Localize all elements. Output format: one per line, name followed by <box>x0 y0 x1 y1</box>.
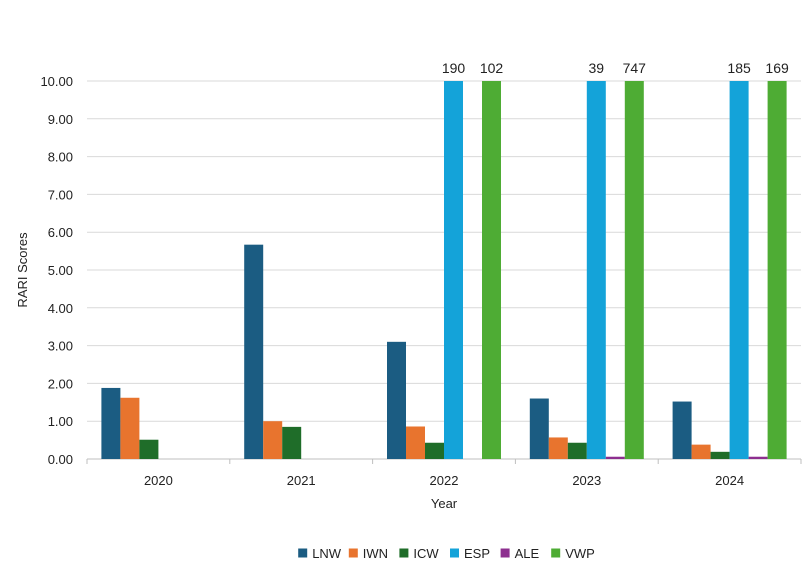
y-tick-label: 7.00 <box>48 187 73 202</box>
bar-iwn-2021 <box>263 421 283 459</box>
bar-ale-2024 <box>748 456 768 459</box>
y-tick-label: 5.00 <box>48 263 73 278</box>
legend-item-esp: ESP <box>450 546 490 561</box>
legend-label: VWP <box>565 546 595 561</box>
bar-lnw-2023 <box>529 398 549 459</box>
bar-lnw-2022 <box>387 341 406 459</box>
y-tick-label: 4.00 <box>48 301 73 316</box>
bar-esp-2024 <box>729 81 749 459</box>
bar-ale-2023 <box>605 456 625 459</box>
data-label-vwp-2024: 169 <box>765 60 789 76</box>
bar-lnw-2021 <box>244 244 264 459</box>
data-label-esp-2023: 39 <box>589 60 605 76</box>
legend-swatch <box>551 548 561 558</box>
bar-vwp-2022 <box>482 81 501 459</box>
legend-item-ale: ALE <box>500 546 540 561</box>
legend-label: IWN <box>363 546 388 561</box>
y-axis-title: RARI Scores <box>15 232 30 308</box>
data-labels: 190 102 39 747 185 169 <box>442 60 789 76</box>
y-tick-label: 9.00 <box>48 112 73 127</box>
x-tick-label: 2020 <box>144 473 173 488</box>
data-label-esp-2024: 185 <box>727 60 751 76</box>
y-tick-label: 8.00 <box>48 150 73 165</box>
bar-iwn-2022 <box>406 426 425 459</box>
y-tick-label: 6.00 <box>48 225 73 240</box>
legend-label: ICW <box>413 546 439 561</box>
data-label-esp-2022: 190 <box>442 60 466 76</box>
bar-icw-2023 <box>567 442 587 459</box>
x-tick-label: 2022 <box>430 473 459 488</box>
y-tick-label: 1.00 <box>48 414 73 429</box>
x-tick-label: 2024 <box>715 473 744 488</box>
bar-vwp-2023 <box>624 81 644 459</box>
y-tick-label: 2.00 <box>48 376 73 391</box>
y-tick-label: 0.00 <box>48 452 73 467</box>
bar-lnw-2020 <box>101 387 121 459</box>
legend-swatch <box>298 548 308 558</box>
bars <box>101 81 787 459</box>
bar-icw-2021 <box>282 426 302 459</box>
x-axis-title: Year <box>431 496 458 511</box>
legend-swatch <box>500 548 510 558</box>
bar-esp-2023 <box>586 81 606 459</box>
legend-item-vwp: VWP <box>551 546 595 561</box>
bar-lnw-2024 <box>672 401 692 459</box>
x-tick-label: 2021 <box>287 473 316 488</box>
y-tick-label: 10.00 <box>40 74 73 89</box>
legend-item-icw: ICW <box>399 546 439 561</box>
y-tick-label: 3.00 <box>48 339 73 354</box>
legend-swatch <box>348 548 358 558</box>
y-axis-ticks: 0.00 1.00 2.00 3.00 4.00 5.00 6.00 7.00 8.00 9.00… <box>40 74 73 467</box>
legend-label: LNW <box>312 546 342 561</box>
legend-label: ALE <box>515 546 540 561</box>
bar-iwn-2020 <box>120 397 140 459</box>
bar-icw-2024 <box>710 451 730 459</box>
data-label-vwp-2023: 747 <box>623 60 647 76</box>
x-tick-label: 2023 <box>572 473 601 488</box>
data-label-vwp-2022: 102 <box>480 60 504 76</box>
bar-icw-2020 <box>139 439 159 459</box>
legend: LNW IWN ICW ESP ALE VWP <box>298 546 595 561</box>
bar-esp-2022 <box>444 81 463 459</box>
bar-iwn-2024 <box>691 444 711 459</box>
legend-label: ESP <box>464 546 490 561</box>
legend-item-iwn: IWN <box>348 546 388 561</box>
legend-item-lnw: LNW <box>298 546 342 561</box>
bar-vwp-2024 <box>767 81 787 459</box>
legend-swatch <box>399 548 409 558</box>
bar-icw-2022 <box>425 442 444 459</box>
legend-swatch <box>450 548 459 558</box>
bar-iwn-2023 <box>548 437 568 459</box>
x-axis-ticks: 2020 2021 2022 2023 2024 <box>86 459 802 488</box>
